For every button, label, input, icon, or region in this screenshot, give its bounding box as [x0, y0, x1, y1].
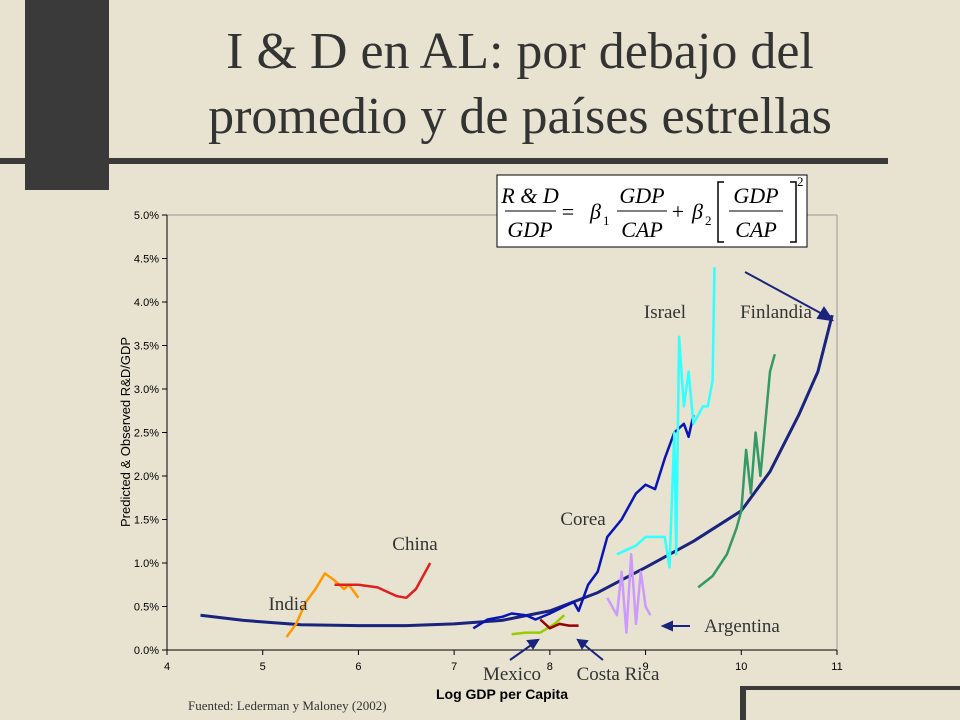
x-tick-label: 4	[164, 661, 170, 673]
arrowhead	[526, 638, 540, 650]
y-axis-label: Predicted & Observed R&D/GDP	[118, 337, 133, 527]
y-tick-label: 3.5%	[134, 341, 159, 353]
y-tick-label: 0.0%	[134, 645, 159, 657]
y-tick-label: 4.0%	[134, 297, 159, 309]
series-line	[511, 614, 566, 636]
series-label: Mexico	[483, 664, 541, 685]
y-tick-label: 1.0%	[134, 558, 159, 570]
arrow	[744, 271, 827, 317]
formula-text: GDP	[619, 183, 664, 208]
x-tick-label: 9	[643, 661, 649, 673]
decor-corner-inner	[746, 690, 960, 720]
plot: 0.0% 0.5% 1.0% 1.5% 2.0% 2.5% 3.0% 3.5% 4.0% 4.5%…	[134, 210, 843, 673]
y-tick-label: 3.0%	[134, 384, 159, 396]
series-label: Argentina	[704, 616, 780, 637]
series-line	[334, 562, 432, 600]
decor-rule	[0, 158, 888, 164]
formula-text: GDP	[733, 183, 778, 208]
formula-text: 2	[705, 213, 712, 228]
series-label: Costa Rica	[577, 664, 660, 685]
arrowhead	[576, 638, 589, 650]
series-line	[697, 353, 777, 589]
arrow	[581, 642, 604, 661]
series-line	[285, 572, 360, 638]
x-axis-label: Log GDP per Capita	[436, 686, 568, 702]
x-tick-label: 6	[355, 661, 361, 673]
title-line: I & D en AL: por debajo del	[226, 23, 814, 80]
brackets	[717, 181, 797, 243]
series-label: China	[392, 534, 438, 555]
arrows	[509, 271, 835, 661]
y-tick-label: 1.5%	[134, 515, 159, 527]
series-label: Finlandia	[740, 302, 812, 323]
x-tick-label: 5	[260, 661, 266, 673]
series-line	[539, 618, 579, 630]
y-tick-label: 5.0%	[134, 210, 159, 222]
x-tick-label: 7	[451, 661, 457, 673]
y-tick-label: 2.5%	[134, 428, 159, 440]
series-line	[472, 414, 695, 630]
formula-text: GDP	[507, 217, 552, 242]
x-tick-label: 11	[831, 661, 842, 673]
series-label: India	[268, 594, 308, 615]
series-label: Israel	[644, 302, 686, 323]
arrowhead	[660, 620, 673, 632]
formula: R & D GDP = β 1 GDP CAP + β 2 GDP CAP 2	[496, 174, 808, 248]
formula-text: +	[672, 199, 684, 224]
title-line: promedio y de países estrellas	[208, 88, 832, 145]
x-tick-label: 8	[547, 661, 553, 673]
series-line	[606, 553, 652, 634]
series-line	[616, 267, 716, 569]
formula-text: 1	[603, 213, 610, 228]
formula-text: =	[562, 199, 574, 224]
formula-text: 2	[797, 174, 804, 189]
series-label: Corea	[560, 509, 606, 530]
source-note: Fuented: Lederman y Maloney (2002)	[188, 698, 387, 713]
formula-text: CAP	[735, 217, 777, 242]
formula-text: CAP	[621, 217, 663, 242]
arrow	[509, 642, 535, 661]
y-tick-label: 2.0%	[134, 471, 159, 483]
formula-text: R & D	[500, 183, 559, 208]
formula-text: β	[691, 199, 703, 224]
formula-text: β	[589, 199, 601, 224]
y-tick-label: 4.5%	[134, 254, 159, 266]
arrowhead	[816, 306, 835, 322]
x-tick-label: 10	[735, 661, 747, 673]
y-tick-label: 0.5%	[134, 602, 159, 614]
